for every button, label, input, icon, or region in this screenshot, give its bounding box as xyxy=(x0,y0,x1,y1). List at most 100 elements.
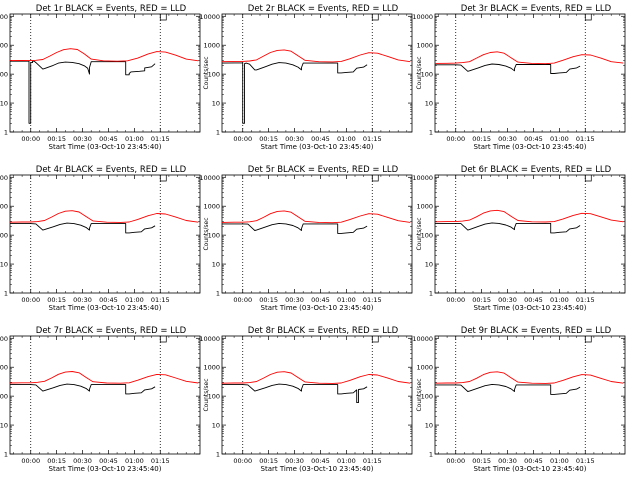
x-tick-label: 00:30 xyxy=(285,296,304,304)
y-tick-label: 100 xyxy=(421,393,433,401)
y-ticks: 1 10 100 1000 10000 xyxy=(0,13,200,137)
y-tick-label: 1000 xyxy=(416,203,433,211)
y-tick-label: 1 xyxy=(429,290,433,298)
x-tick-label: 01:00 xyxy=(550,296,569,304)
x-tick-label: 00:45 xyxy=(99,296,118,304)
y-tick-label: 100 xyxy=(0,71,8,79)
y-ticks: 1 10 100 1000 10000 xyxy=(199,13,412,137)
plot-frame xyxy=(9,174,201,294)
y-tick-label: 10 xyxy=(0,100,8,108)
panel-title: Det 1r BLACK = Events, RED = LLD xyxy=(36,4,187,14)
y-ticks: 1 10 100 1000 10000 xyxy=(0,174,200,298)
panel-det-6: Det 6r BLACK = Events, RED = LLD Counts/s… xyxy=(412,165,626,312)
x-axis-label: Start Time (03-Oct-10 23:45:40) xyxy=(49,465,162,473)
x-tick-label: 00:15 xyxy=(472,296,491,304)
marker-bracket xyxy=(371,175,379,182)
y-tick-label: 1000 xyxy=(416,42,433,50)
x-ticks: 00:00 00:15 00:30 00:45 01:00 01:15 xyxy=(225,336,408,465)
y-ticks: 1 10 100 1000 10000 xyxy=(412,335,625,459)
plot-frame xyxy=(221,13,413,133)
series-events-line xyxy=(435,383,581,395)
y-tick-label: 1 xyxy=(216,290,220,298)
plot-frame xyxy=(9,13,201,133)
x-tick-label: 00:45 xyxy=(99,135,118,143)
x-tick-label: 00:00 xyxy=(446,457,465,465)
y-tick-label: 10 xyxy=(212,100,220,108)
y-tick-label: 1 xyxy=(4,290,8,298)
x-axis-label: Start Time (03-Oct-10 23:45:40) xyxy=(474,465,587,473)
y-tick-label: 1000 xyxy=(0,42,8,50)
series-lld-line xyxy=(221,49,411,63)
x-axis-label: Start Time (03-Oct-10 23:45:40) xyxy=(261,143,374,151)
x-tick-label: 00:00 xyxy=(446,296,465,304)
marker-bracket xyxy=(159,14,167,21)
y-axis-label: Counts/sec xyxy=(416,217,423,250)
series-lld-line xyxy=(9,48,199,62)
y-ticks: 1 10 100 1000 10000 xyxy=(199,335,412,459)
y-tick-label: 1000 xyxy=(416,364,433,372)
y-tick-label: 1000 xyxy=(203,203,220,211)
x-tick-label: 01:15 xyxy=(576,296,595,304)
y-tick-label: 1 xyxy=(4,129,8,137)
panel-title: Det 8r BLACK = Events, RED = LLD xyxy=(248,326,399,336)
x-tick-label: 01:00 xyxy=(125,135,144,143)
x-tick-label: 00:15 xyxy=(47,296,66,304)
x-tick-label: 00:30 xyxy=(285,135,304,143)
y-tick-label: 10000 xyxy=(0,174,8,182)
series-events-line xyxy=(435,63,581,74)
x-tick-label: 00:45 xyxy=(311,135,330,143)
x-tick-label: 00:00 xyxy=(233,296,252,304)
y-tick-label: 1 xyxy=(216,129,220,137)
y-axis-label: Counts/sec xyxy=(203,56,210,89)
y-tick-label: 10 xyxy=(425,422,433,430)
x-tick-label: 01:00 xyxy=(125,457,144,465)
y-tick-label: 10000 xyxy=(199,13,220,21)
x-tick-label: 00:15 xyxy=(259,457,278,465)
y-tick-label: 100 xyxy=(421,71,433,79)
plot-frame xyxy=(434,174,626,294)
x-tick-label: 00:00 xyxy=(21,296,40,304)
y-tick-label: 10 xyxy=(0,422,8,430)
marker-bracket xyxy=(584,175,592,182)
x-tick-label: 01:15 xyxy=(151,135,170,143)
series-lld-line xyxy=(434,51,624,65)
y-tick-label: 100 xyxy=(0,232,8,240)
y-ticks: 1 10 100 1000 10000 xyxy=(0,335,200,459)
x-ticks: 00:00 00:15 00:30 00:45 01:00 01:15 xyxy=(13,336,196,465)
plot-frame xyxy=(221,174,413,294)
y-axis-label: Counts/sec xyxy=(203,217,210,250)
y-tick-label: 10 xyxy=(212,261,220,269)
x-tick-label: 01:15 xyxy=(576,135,595,143)
y-tick-label: 10000 xyxy=(0,13,8,21)
x-tick-label: 00:15 xyxy=(472,457,491,465)
y-tick-label: 10000 xyxy=(0,335,8,343)
x-tick-label: 01:00 xyxy=(550,457,569,465)
panel-det-7: Det 7r BLACK = Events, RED = LLDCounts/s… xyxy=(0,326,201,473)
x-ticks: 00:00 00:15 00:30 00:45 01:00 01:15 xyxy=(438,14,621,143)
y-tick-label: 1000 xyxy=(0,203,8,211)
y-tick-label: 1 xyxy=(216,451,220,459)
x-tick-label: 00:45 xyxy=(524,457,543,465)
x-ticks: 00:00 00:15 00:30 00:45 01:00 01:15 xyxy=(13,175,196,304)
x-ticks: 00:00 00:15 00:30 00:45 01:00 01:15 xyxy=(225,14,408,143)
x-tick-label: 00:00 xyxy=(233,135,252,143)
marker-bracket xyxy=(371,14,379,21)
x-tick-label: 00:00 xyxy=(446,135,465,143)
panel-title: Det 4r BLACK = Events, RED = LLD xyxy=(36,165,187,175)
panel-det-1: Det 1r BLACK = Events, RED = LLDCounts/s… xyxy=(0,4,201,151)
series-events-line xyxy=(435,222,581,234)
x-tick-label: 01:00 xyxy=(550,135,569,143)
x-tick-label: 01:15 xyxy=(363,457,382,465)
plot-frame xyxy=(9,335,201,455)
series-events-line xyxy=(10,60,156,124)
y-ticks: 1 10 100 1000 10000 xyxy=(412,13,625,137)
x-tick-label: 01:00 xyxy=(125,296,144,304)
series-lld-line xyxy=(221,210,411,224)
y-axis-label: Counts/sec xyxy=(203,378,210,411)
panel-det-9: Det 9r BLACK = Events, RED = LLD Counts/s… xyxy=(412,326,626,473)
x-tick-label: 01:15 xyxy=(363,296,382,304)
x-tick-label: 00:00 xyxy=(21,457,40,465)
y-tick-label: 100 xyxy=(0,393,8,401)
y-tick-label: 1000 xyxy=(203,42,220,50)
x-tick-label: 00:30 xyxy=(73,296,92,304)
